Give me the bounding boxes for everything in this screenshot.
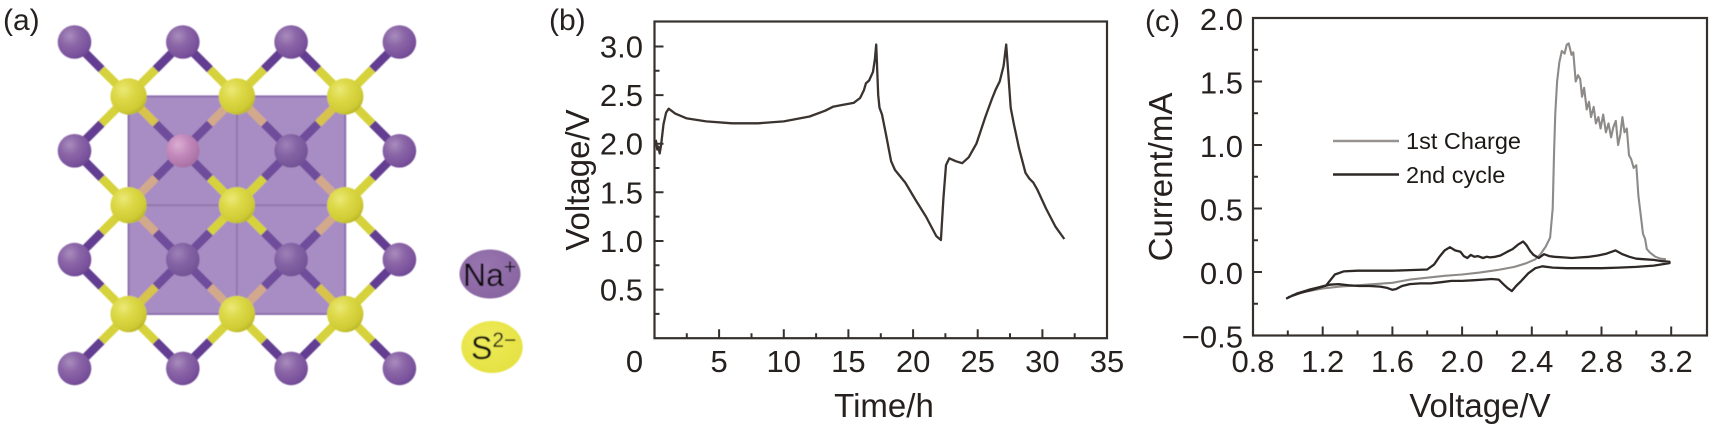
svg-text:Voltage/V: Voltage/V [1409, 387, 1550, 424]
svg-text:0.8: 0.8 [1231, 344, 1274, 379]
svg-text:2.8: 2.8 [1580, 344, 1623, 379]
svg-text:25: 25 [960, 344, 994, 379]
svg-text:2.5: 2.5 [600, 78, 643, 113]
svg-text:2.0: 2.0 [600, 127, 643, 162]
svg-text:1.5: 1.5 [1200, 66, 1243, 101]
svg-text:1.6: 1.6 [1371, 344, 1414, 379]
svg-text:5: 5 [710, 344, 727, 379]
svg-text:(a): (a) [3, 4, 40, 37]
svg-text:−0.5: −0.5 [1182, 320, 1243, 355]
svg-text:15: 15 [831, 344, 865, 379]
svg-text:0: 0 [626, 344, 643, 379]
svg-text:1.5: 1.5 [600, 175, 643, 210]
svg-text:Current/mA: Current/mA [1142, 93, 1179, 262]
svg-text:20: 20 [896, 344, 930, 379]
svg-text:3.0: 3.0 [600, 30, 643, 65]
svg-text:0.5: 0.5 [1200, 193, 1243, 228]
svg-text:1.0: 1.0 [1200, 129, 1243, 164]
svg-text:Time/h: Time/h [834, 387, 934, 424]
svg-text:(c): (c) [1145, 5, 1180, 38]
svg-text:10: 10 [767, 344, 801, 379]
svg-text:3.2: 3.2 [1650, 344, 1693, 379]
svg-text:0.0: 0.0 [1200, 256, 1243, 291]
svg-text:Na+: Na+ [463, 256, 516, 293]
svg-text:1.0: 1.0 [600, 224, 643, 259]
svg-text:(b): (b) [549, 4, 586, 37]
svg-text:2.4: 2.4 [1510, 344, 1553, 379]
svg-text:Voltage/V: Voltage/V [559, 109, 596, 250]
svg-text:30: 30 [1025, 344, 1059, 379]
svg-text:35: 35 [1090, 344, 1124, 379]
svg-text:1.2: 1.2 [1301, 344, 1344, 379]
svg-text:2nd cycle: 2nd cycle [1406, 162, 1505, 188]
svg-text:2.0: 2.0 [1200, 2, 1243, 37]
svg-text:1st Charge: 1st Charge [1406, 128, 1521, 154]
svg-text:2.0: 2.0 [1441, 344, 1484, 379]
svg-text:0.5: 0.5 [600, 273, 643, 308]
